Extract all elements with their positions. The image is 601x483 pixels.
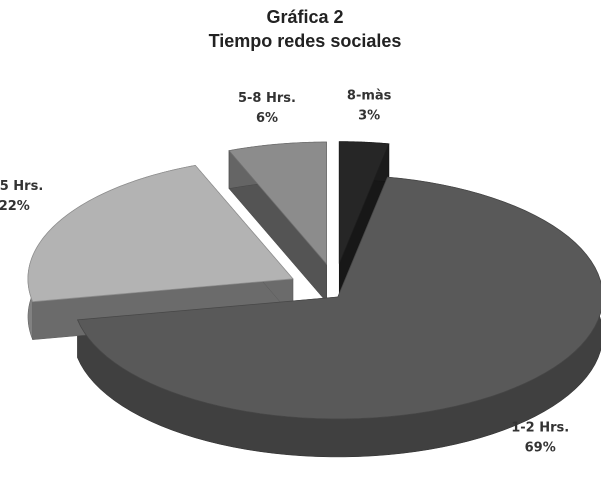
chart-subtitle: Tiempo redes sociales bbox=[209, 31, 402, 51]
pie-tops bbox=[27, 141, 601, 420]
value-label: 3% bbox=[358, 108, 380, 123]
value-label: 22% bbox=[0, 199, 30, 214]
category-label: 8-màs bbox=[347, 88, 392, 103]
chart-title: Gráfica 2 bbox=[266, 7, 343, 27]
pie-slice bbox=[27, 164, 294, 303]
pie-rim bbox=[77, 176, 601, 458]
pie-slice bbox=[76, 176, 601, 420]
category-label: 5-8 Hrs. bbox=[238, 91, 296, 106]
pie-slice bbox=[338, 141, 390, 264]
category-label: 3-5 Hrs. bbox=[0, 179, 43, 194]
pie-slice bbox=[228, 141, 327, 266]
value-label: 69% bbox=[525, 441, 556, 456]
category-label: 1-2 Hrs. bbox=[511, 421, 569, 436]
value-label: 6% bbox=[256, 111, 278, 126]
